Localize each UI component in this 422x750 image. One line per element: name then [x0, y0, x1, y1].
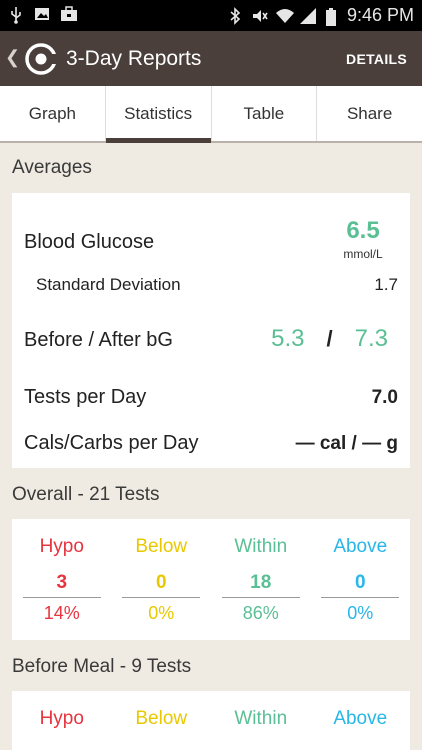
divider	[321, 597, 400, 598]
tab-table[interactable]: Table	[210, 86, 317, 141]
tab-share[interactable]: Share	[316, 86, 422, 141]
before-after-label: Before / After bG	[24, 329, 173, 351]
blood-glucose-value: 6.5	[346, 217, 380, 244]
divider	[221, 597, 300, 598]
app-logo-icon[interactable]	[24, 42, 59, 76]
before-bg-value: 5.3	[271, 325, 305, 352]
overall-within: Within 18 86%	[211, 536, 311, 624]
app-bar: ❮ 3-Day Reports DETAILS	[0, 31, 422, 86]
bluetooth-icon	[227, 6, 243, 25]
after-bg-value: 7.3	[354, 325, 388, 352]
overall-below: Below 0 0%	[112, 536, 212, 624]
page-title: 3-Day Reports	[66, 47, 202, 70]
before-meal-grid: Hypo Below Within Above	[12, 708, 410, 730]
before-after-slash: /	[326, 326, 333, 351]
overall-within-label: Within	[234, 536, 288, 557]
tab-graph[interactable]: Graph	[28, 103, 76, 123]
overall-hypo-percent: 14%	[43, 603, 80, 623]
before-meal-above-label: Above	[333, 708, 388, 729]
blood-glucose-label: Blood Glucose	[24, 231, 155, 253]
overall-below-count: 0	[155, 572, 167, 593]
tests-per-day-value: 7.0	[371, 387, 398, 408]
tests-per-day-row: Tests per Day 7.0	[24, 386, 398, 409]
tab-statistics[interactable]: Statistics	[104, 86, 211, 143]
before-meal-below: Below	[112, 708, 212, 730]
overall-above-label: Above	[333, 536, 388, 557]
overall-hypo: Hypo 3 14%	[12, 536, 112, 624]
overall-within-count: 18	[250, 572, 272, 593]
wifi-icon	[275, 7, 294, 25]
overall-card: Hypo 3 14% Below 0 0% Within 18 86% Abov…	[12, 519, 410, 640]
before-meal-card: Hypo Below Within Above	[12, 691, 410, 750]
back-chevron-icon[interactable]: ❮	[5, 47, 21, 67]
before-meal-below-label: Below	[135, 708, 188, 729]
battery-icon	[323, 7, 339, 26]
std-dev-row: Standard Deviation 1.7	[36, 275, 398, 295]
overall-above: Above 0 0%	[311, 536, 411, 624]
before-after-row: Before / After bG 5.3 / 7.3	[24, 325, 398, 353]
before-meal-above: Above	[311, 708, 411, 730]
overall-title: Overall - 21 Tests	[12, 484, 160, 505]
image-icon	[34, 6, 50, 24]
cals-carbs-row: Cals/Carbs per Day — cal / — g	[24, 432, 398, 455]
cals-carbs-label: Cals/Carbs per Day	[24, 432, 199, 454]
tab-bar: Graph Statistics Table Share	[0, 86, 422, 143]
status-time: 9:46 PM	[346, 5, 414, 25]
std-dev-value: 1.7	[374, 275, 398, 294]
before-meal-hypo: Hypo	[12, 708, 112, 730]
mute-icon	[251, 7, 268, 25]
overall-above-percent: 0%	[347, 603, 374, 623]
before-meal-hypo-label: Hypo	[39, 708, 84, 729]
overall-within-percent: 86%	[242, 603, 279, 623]
std-dev-label: Standard Deviation	[36, 275, 181, 294]
overall-hypo-count: 3	[56, 572, 68, 593]
before-meal-within: Within	[211, 708, 311, 730]
overall-grid: Hypo 3 14% Below 0 0% Within 18 86% Abov…	[12, 536, 410, 624]
divider	[22, 597, 101, 598]
overall-above-count: 0	[354, 572, 366, 593]
averages-card: Blood Glucose 6.5 mmol/L Standard Deviat…	[12, 193, 410, 468]
blood-glucose-unit: mmol/L	[343, 247, 383, 261]
averages-title: Averages	[12, 157, 92, 178]
before-meal-within-label: Within	[234, 708, 288, 729]
blood-glucose-row: Blood Glucose 6.5 mmol/L	[24, 217, 398, 271]
usb-icon	[8, 6, 24, 24]
cals-carbs-value: — cal / — g	[295, 433, 398, 454]
divider	[122, 597, 201, 598]
details-button[interactable]: DETAILS	[346, 51, 407, 67]
overall-below-percent: 0%	[148, 603, 175, 623]
overall-hypo-label: Hypo	[39, 536, 84, 557]
briefcase-icon	[60, 6, 77, 24]
signal-icon	[299, 7, 316, 25]
tests-per-day-label: Tests per Day	[24, 386, 147, 408]
before-meal-title: Before Meal - 9 Tests	[12, 656, 192, 677]
status-bar: 9:46 PM	[0, 0, 422, 31]
overall-below-label: Below	[135, 536, 188, 557]
